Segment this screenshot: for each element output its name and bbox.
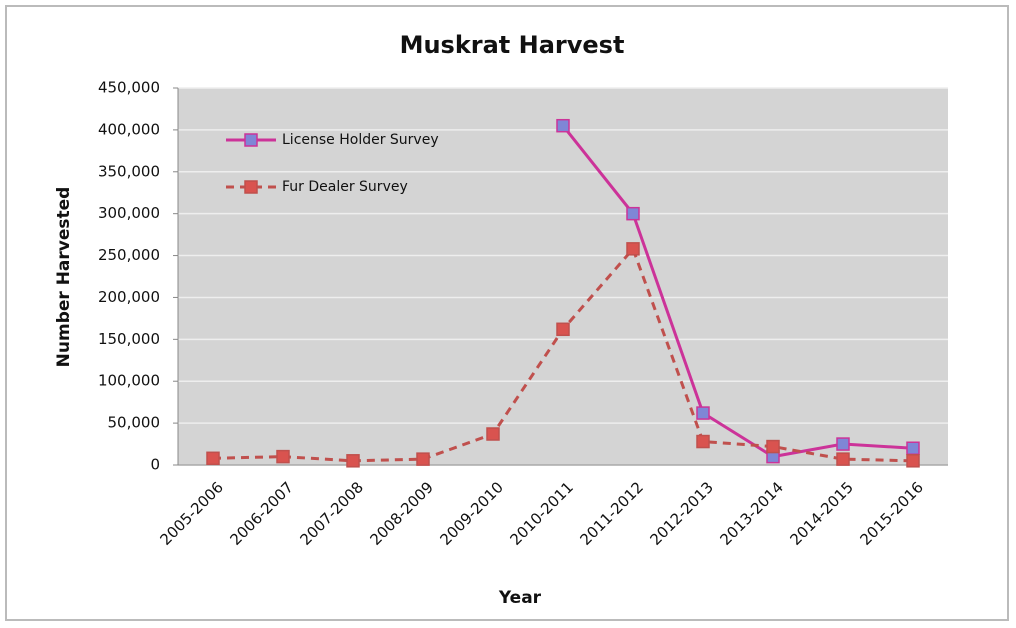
y-tick-label: 400,000	[98, 120, 160, 138]
y-tick-label: 0	[150, 456, 160, 474]
data-point	[486, 427, 500, 441]
data-point	[206, 451, 220, 466]
data-point	[346, 454, 360, 468]
y-tick-label: 300,000	[98, 204, 160, 222]
data-point	[626, 242, 640, 256]
y-tick-label: 150,000	[98, 330, 160, 348]
series-line	[561, 124, 914, 459]
legend-marker	[244, 133, 258, 147]
legend-marker	[244, 180, 258, 194]
chart-title: Muskrat Harvest	[400, 31, 625, 59]
y-tick-label: 250,000	[98, 246, 160, 264]
y-tick-label: 50,000	[108, 414, 161, 432]
y-tick-label: 350,000	[98, 162, 160, 180]
y-axis-title: Number Harvested	[54, 187, 74, 368]
y-tick-label: 450,000	[98, 79, 160, 97]
plot-area	[178, 88, 948, 465]
data-point	[416, 452, 430, 466]
legend-label: License Holder Survey	[282, 132, 439, 148]
data-point	[766, 439, 780, 454]
data-point	[626, 206, 640, 221]
data-point	[906, 454, 920, 468]
data-point	[556, 322, 570, 337]
data-point	[276, 449, 290, 464]
data-point	[836, 452, 850, 466]
y-tick-label: 200,000	[98, 288, 160, 306]
data-point	[696, 406, 710, 420]
legend-label: Fur Dealer Survey	[282, 179, 408, 195]
data-point	[696, 434, 710, 449]
data-point	[906, 441, 920, 455]
data-point	[836, 437, 850, 451]
y-tick-label: 100,000	[98, 372, 160, 390]
x-axis-title: Year	[498, 588, 542, 608]
data-point	[556, 118, 570, 133]
